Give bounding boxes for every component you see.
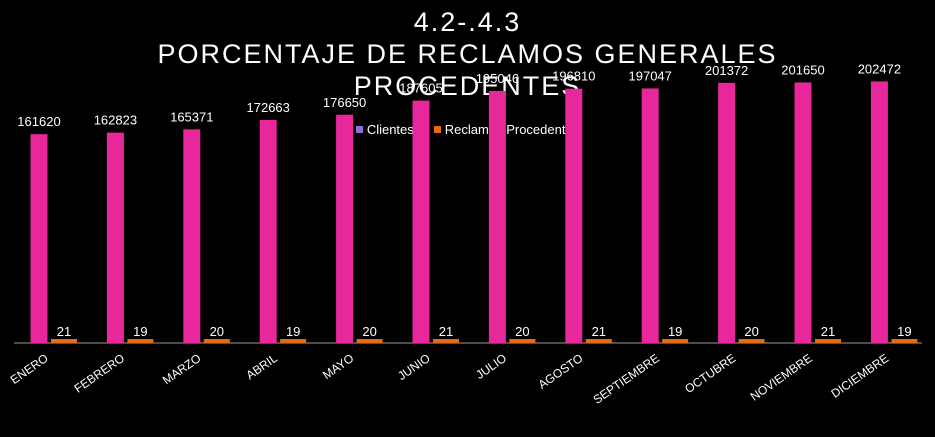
bar-reclamos-junio bbox=[433, 339, 459, 343]
data-label-reclamos-noviembre: 21 bbox=[821, 324, 835, 339]
data-label-reclamos-octubre: 20 bbox=[744, 324, 758, 339]
data-label-reclamos-enero: 21 bbox=[57, 324, 71, 339]
bar-clientes-mayo bbox=[336, 114, 354, 343]
bar-clientes-febrero bbox=[106, 132, 124, 343]
x-tick-mayo: MAYO bbox=[320, 351, 356, 382]
data-label-clientes-agosto: 196810 bbox=[552, 69, 595, 84]
x-tick-agosto: AGOSTO bbox=[536, 351, 586, 392]
chart-title-line-1: 4.2-.4.3 bbox=[413, 7, 522, 37]
x-tick-noviembre: NOVIEMBRE bbox=[748, 351, 815, 404]
x-tick-diciembre: DICIEMBRE bbox=[828, 351, 891, 401]
x-tick-octubre: OCTUBRE bbox=[682, 351, 738, 396]
bar-reclamos-mayo bbox=[356, 339, 383, 343]
chart-title-line-2: PORCENTAJE DE RECLAMOS GENERALES bbox=[157, 39, 778, 69]
bar-clientes-julio bbox=[488, 91, 506, 343]
bar-reclamos-noviembre bbox=[815, 339, 841, 343]
data-label-clientes-julio: 195046 bbox=[476, 71, 519, 86]
legend-swatch-clientes bbox=[355, 126, 363, 133]
data-label-reclamos-septiembre: 19 bbox=[668, 324, 682, 339]
bar-clientes-septiembre bbox=[641, 88, 659, 343]
data-label-reclamos-junio: 21 bbox=[439, 324, 453, 339]
legend-label-clientes: Clientes bbox=[366, 122, 414, 137]
legend-label-reclamos: Reclamos Procedentes bbox=[444, 122, 580, 137]
bar-reclamos-agosto bbox=[585, 339, 612, 343]
data-label-clientes-noviembre: 201650 bbox=[781, 62, 824, 77]
x-tick-junio: JUNIO bbox=[395, 351, 433, 383]
x-tick-febrero: FEBRERO bbox=[72, 351, 128, 396]
data-label-reclamos-mayo: 20 bbox=[362, 324, 376, 339]
bar-reclamos-febrero bbox=[127, 339, 154, 343]
bar-reclamos-octubre bbox=[738, 339, 765, 343]
x-tick-abril: ABRIL bbox=[243, 351, 280, 383]
x-tick-enero: ENERO bbox=[8, 351, 51, 387]
data-label-reclamos-marzo: 20 bbox=[210, 324, 224, 339]
data-label-clientes-febrero: 162823 bbox=[94, 113, 137, 128]
bar-clientes-noviembre bbox=[794, 82, 812, 343]
bar-reclamos-julio bbox=[509, 339, 536, 343]
chart-legend: Clientes Reclamos Procedentes bbox=[0, 122, 935, 137]
bar-clientes-enero bbox=[30, 134, 48, 343]
data-label-clientes-enero: 161620 bbox=[17, 114, 60, 129]
data-label-clientes-marzo: 165371 bbox=[170, 109, 213, 124]
x-tick-julio: JULIO bbox=[473, 351, 509, 382]
bar-clientes-octubre bbox=[718, 82, 736, 343]
legend-item-clientes: Clientes bbox=[355, 122, 414, 137]
chart-title: 4.2-.4.3 PORCENTAJE DE RECLAMOS GENERALE… bbox=[0, 6, 935, 102]
chart-title-line-3: PROCEDENTES bbox=[353, 71, 582, 101]
legend-swatch-reclamos bbox=[433, 126, 441, 133]
x-tick-septiembre: SEPTIEMBRE bbox=[591, 351, 662, 407]
data-label-reclamos-julio: 20 bbox=[515, 324, 529, 339]
bar-reclamos-marzo bbox=[203, 339, 230, 343]
bar-reclamos-enero bbox=[51, 339, 77, 343]
bar-clientes-abril bbox=[259, 119, 277, 343]
data-label-reclamos-abril: 19 bbox=[286, 324, 300, 339]
data-label-clientes-junio: 187605 bbox=[399, 81, 442, 96]
bar-clientes-diciembre bbox=[870, 81, 888, 343]
data-label-clientes-abril: 172663 bbox=[247, 100, 290, 115]
bar-reclamos-abril bbox=[280, 339, 307, 343]
bar-reclamos-septiembre bbox=[662, 339, 689, 343]
data-label-clientes-septiembre: 197047 bbox=[629, 68, 672, 83]
data-label-clientes-octubre: 201372 bbox=[705, 63, 748, 78]
legend-item-reclamos: Reclamos Procedentes bbox=[433, 122, 580, 137]
bar-clientes-agosto bbox=[565, 88, 583, 343]
bar-reclamos-diciembre bbox=[891, 339, 918, 343]
bar-clientes-marzo bbox=[183, 129, 201, 343]
x-tick-marzo: MARZO bbox=[160, 351, 204, 387]
data-label-clientes-mayo: 176650 bbox=[323, 95, 366, 110]
bar-clientes-junio bbox=[412, 100, 430, 343]
data-label-clientes-diciembre: 202472 bbox=[858, 61, 901, 76]
data-label-reclamos-febrero: 19 bbox=[133, 324, 147, 339]
data-label-reclamos-diciembre: 19 bbox=[897, 324, 911, 339]
data-label-reclamos-agosto: 21 bbox=[592, 324, 606, 339]
